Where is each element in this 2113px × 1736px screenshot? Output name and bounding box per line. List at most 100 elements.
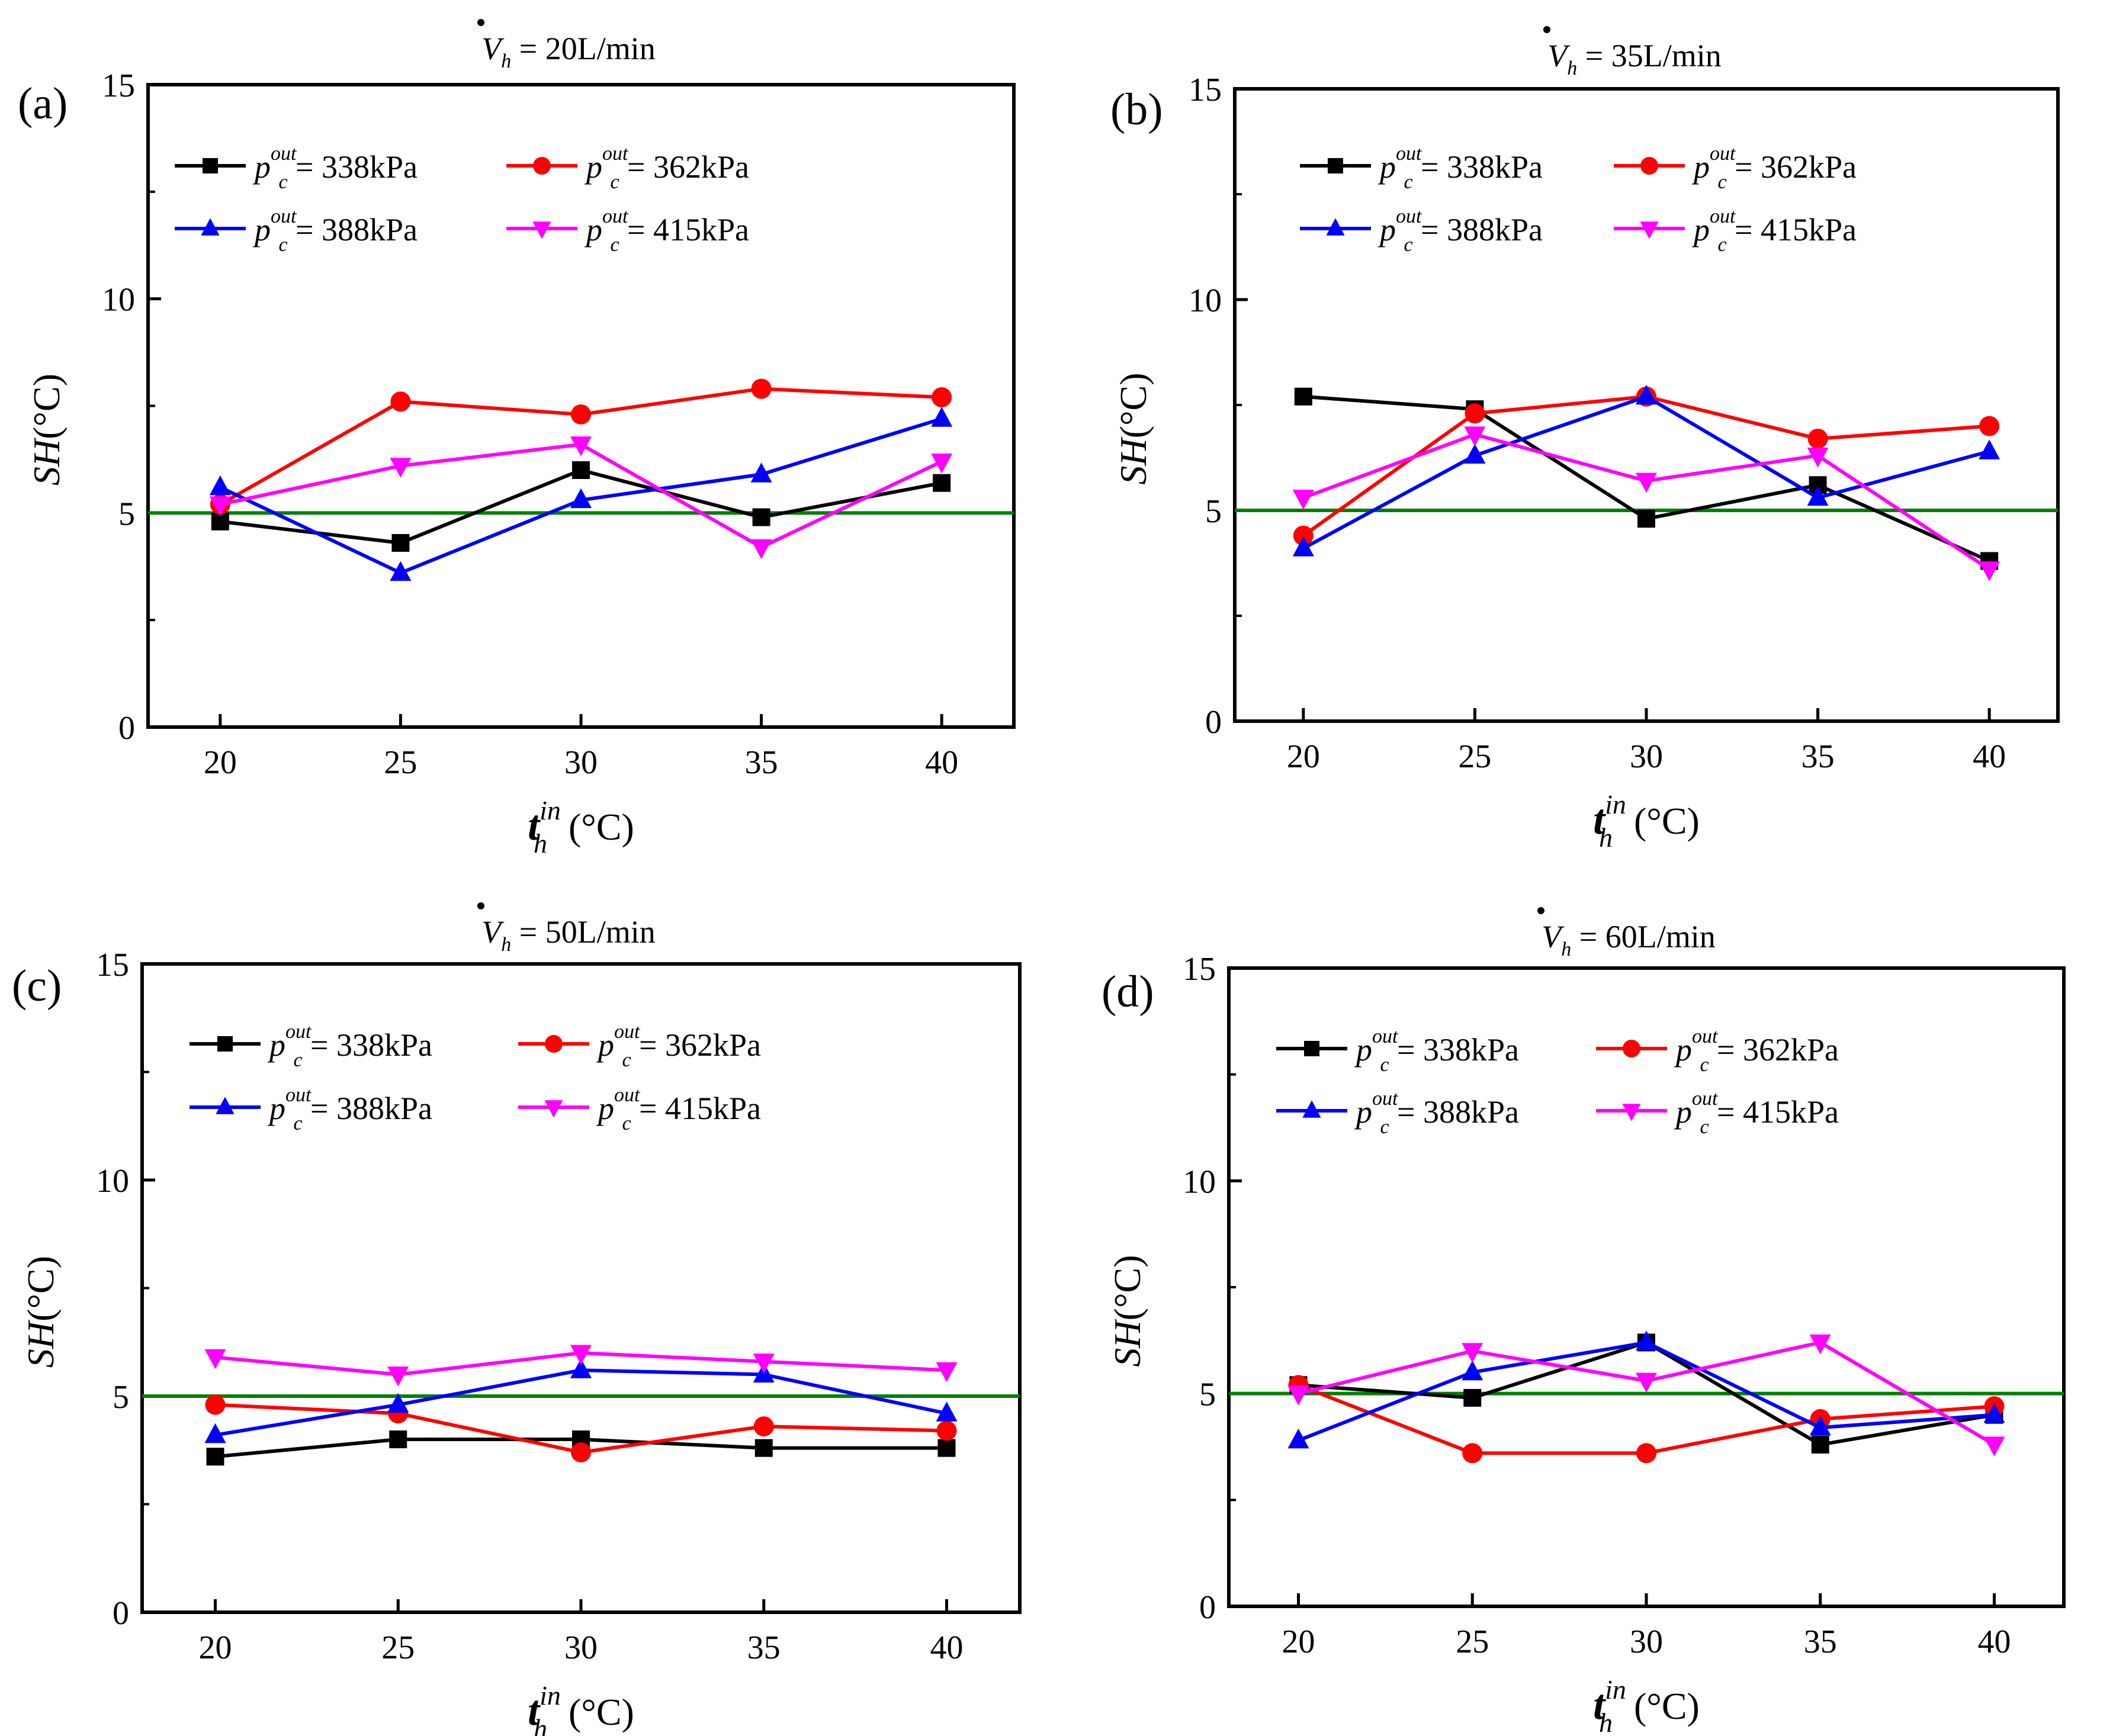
- panel-title: Vh = 50L/min: [481, 914, 655, 956]
- data-point: [1292, 490, 1314, 510]
- legend-marker: [532, 221, 551, 239]
- data-point: [1636, 384, 1657, 405]
- series-388kPa: [1287, 1330, 2005, 1449]
- data-point: [1636, 1372, 1657, 1393]
- legend-entry: pout c = 415kPa: [1596, 1088, 1839, 1138]
- y-axis-label: SH(°C): [1106, 1255, 1148, 1367]
- data-point: [570, 1358, 592, 1378]
- legend-entry: pout c = 388kPa: [190, 1084, 432, 1134]
- data-point: [1462, 1443, 1483, 1464]
- legend-entry: pout c = 362kPa: [518, 1021, 761, 1071]
- series-415kPa: [209, 436, 953, 560]
- legend-label: pout c = 415kPa: [1691, 205, 1857, 256]
- legend-marker: [1622, 1104, 1641, 1121]
- x-tick-label: 30: [1630, 1624, 1663, 1660]
- legend-label: pout c = 415kPa: [584, 205, 749, 256]
- legend-label: pout c = 388kPa: [252, 205, 418, 256]
- data-point: [1464, 426, 1486, 446]
- y-tick-label: 5: [1205, 493, 1222, 530]
- data-point: [387, 1393, 409, 1413]
- legend-marker: [1640, 221, 1659, 239]
- data-point: [753, 1354, 775, 1374]
- panel-title: Vh = 20L/min: [481, 31, 655, 72]
- y-tick-label: 10: [102, 282, 135, 319]
- legend-label: pout c = 338kPa: [252, 143, 418, 193]
- data-point: [390, 458, 412, 478]
- data-point: [570, 1345, 592, 1365]
- legend-marker: [544, 1100, 563, 1118]
- legend-entry: pout c = 338kPa: [175, 143, 418, 193]
- data-point: [1811, 1435, 1829, 1454]
- data-point: [204, 1423, 226, 1444]
- legend-entry: pout c = 362kPa: [1614, 143, 1857, 193]
- legend-marker: [216, 1097, 235, 1114]
- y-tick-label: 10: [96, 1163, 129, 1200]
- data-point: [209, 496, 231, 516]
- x-tick-label: 25: [1456, 1624, 1489, 1660]
- series-415kPa: [1292, 426, 2000, 581]
- y-axis-label: SH(°C): [1112, 372, 1154, 484]
- x-tick-label: 20: [1282, 1624, 1315, 1660]
- data-point: [1636, 1443, 1656, 1464]
- data-point: [931, 454, 953, 474]
- x-axis-label: tin h (°C): [528, 795, 634, 859]
- data-point: [750, 539, 772, 560]
- legend-entry: pout c = 338kPa: [190, 1021, 432, 1071]
- legend-marker: [1326, 218, 1345, 236]
- data-point: [209, 475, 231, 496]
- legend-marker: [1640, 157, 1658, 175]
- series-362kPa: [210, 378, 952, 515]
- x-tick-label: 25: [384, 744, 417, 781]
- legend-entry: pout c = 362kPa: [506, 143, 749, 193]
- y-axis-label: SH(°C): [25, 374, 68, 486]
- data-point: [571, 404, 591, 425]
- data-point: [750, 462, 772, 483]
- data-point: [752, 508, 770, 526]
- legend-entry: pout c = 338kPa: [1300, 143, 1543, 193]
- legend-entry: pout c = 415kPa: [506, 205, 749, 256]
- x-tick-label: 30: [1630, 738, 1663, 775]
- data-point: [753, 1416, 774, 1437]
- y-tick-label: 0: [1199, 1589, 1216, 1626]
- y-tick-label: 10: [1189, 282, 1222, 319]
- legend-label: pout c = 362kPa: [1674, 1025, 1839, 1076]
- x-tick-label: 40: [1973, 738, 2006, 775]
- x-tick-label: 40: [930, 1629, 964, 1666]
- legend-label: pout c = 338kPa: [267, 1021, 432, 1071]
- plot-frame: [1227, 966, 2066, 1608]
- data-point: [1463, 1388, 1482, 1407]
- x-tick-label: 35: [1801, 738, 1835, 775]
- legend-label: pout c = 338kPa: [1377, 143, 1543, 193]
- data-point: [1807, 486, 1829, 506]
- data-point: [205, 1394, 226, 1415]
- panel-letter: (d): [1102, 967, 1154, 1017]
- x-tick-label: 30: [564, 744, 598, 781]
- series-338kPa: [211, 461, 951, 552]
- legend-marker: [1302, 1100, 1321, 1118]
- x-axis-label: tin h (°C): [1593, 1674, 1700, 1736]
- x-tick-label: 40: [925, 744, 958, 781]
- chart-panel-3: 0 5 10 15 20 25 30 35 40 pout c = 338kPa pout c = 36…: [12, 902, 1022, 1736]
- legend-label: pout c = 388kPa: [1377, 205, 1543, 256]
- series-388kPa: [204, 1358, 958, 1444]
- data-point: [1464, 443, 1486, 464]
- legend-entry: pout c = 388kPa: [1300, 205, 1543, 256]
- data-point: [1636, 472, 1657, 493]
- chart-panel-2: 0 5 10 15 20 25 30 35 40 pout c = 338kPa pout c = 36…: [1110, 26, 2060, 853]
- data-point: [931, 407, 953, 427]
- title-dot: [477, 19, 484, 26]
- legend-label: pout c = 388kPa: [1354, 1088, 1519, 1138]
- legend-label: pout c = 362kPa: [596, 1021, 761, 1071]
- series-line: [1302, 432, 1990, 571]
- y-tick-label: 0: [113, 1595, 129, 1632]
- data-point: [204, 1349, 226, 1369]
- x-axis-label: tin h (°C): [528, 1680, 634, 1736]
- title-dot: [477, 902, 484, 909]
- x-tick-label: 35: [745, 744, 778, 781]
- series-388kPa: [1292, 384, 2000, 557]
- y-tick-label: 15: [102, 67, 135, 104]
- x-tick-label: 25: [1458, 738, 1491, 775]
- legend-entry: pout c = 415kPa: [1614, 205, 1857, 256]
- data-point: [570, 436, 592, 456]
